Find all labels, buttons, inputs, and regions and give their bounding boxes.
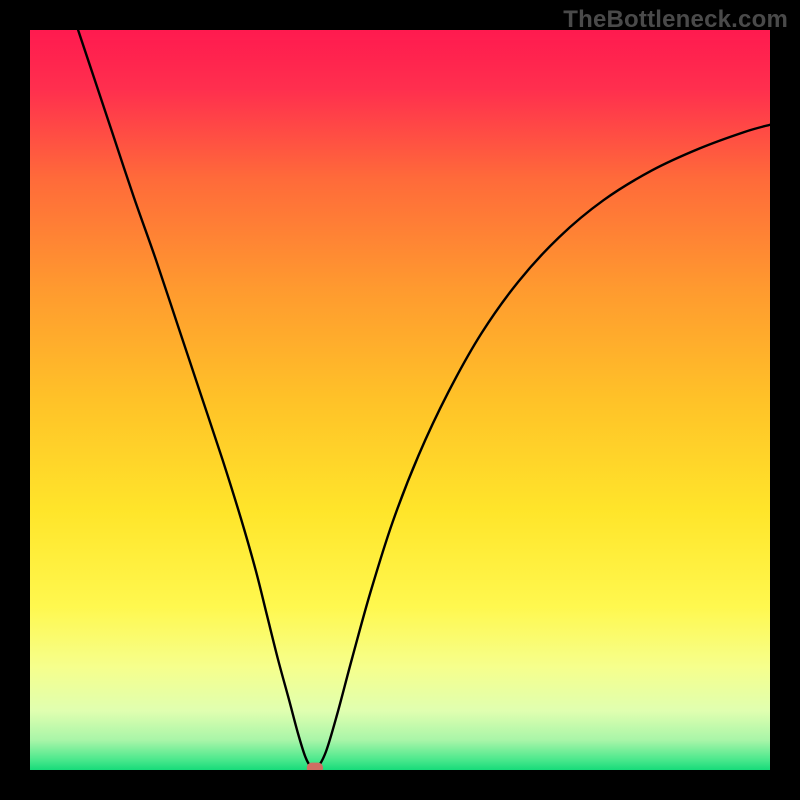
bottleneck-plot: [30, 30, 770, 770]
optimal-point-marker: [307, 763, 323, 770]
plot-svg: [30, 30, 770, 770]
chart-frame: TheBottleneck.com: [0, 0, 800, 800]
gradient-background: [30, 30, 770, 770]
